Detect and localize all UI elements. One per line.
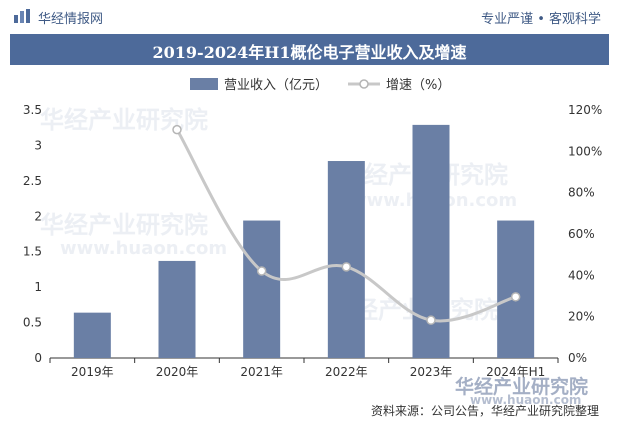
y-left-tick-label: 2 (34, 209, 42, 223)
growth-point (426, 315, 436, 325)
bar (158, 260, 196, 358)
watermark-cn-3: 华经产业研究院 (40, 211, 208, 239)
watermark-url-corner: www.huaon.com (470, 393, 582, 407)
title-bar: 2019-2024年H1概伦电子营业收入及增速 (10, 34, 609, 65)
x-tick-label: 2020年 (156, 365, 199, 379)
bar (497, 220, 535, 358)
slogan: 专业严谨 • 客观科学 (481, 12, 601, 27)
y-right-tick-label: 20% (568, 310, 595, 324)
y-right-tick-label: 120% (568, 103, 602, 117)
source-note: 资料来源：公司公告，华经产业研究院整理 (370, 404, 599, 418)
x-tick-label: 2023年 (410, 365, 453, 379)
site-name: 华经情报网 (38, 12, 104, 27)
y-left-tick-label: 0 (34, 351, 42, 365)
y-left-tick-label: 3 (34, 138, 42, 152)
x-tick-label: 2022年 (325, 365, 368, 379)
y-left-tick-label: 1 (34, 280, 42, 294)
y-left-tick-label: 1.5 (23, 245, 42, 259)
legend-swatch-marker (359, 79, 369, 89)
growth-point (341, 262, 352, 272)
x-tick-label: 2019年 (71, 365, 114, 379)
y-left-tick-label: 0.5 (23, 316, 42, 330)
growth-point (510, 292, 521, 302)
logo-icon (14, 9, 30, 23)
growth-point (172, 124, 182, 135)
y-right-tick-label: 0% (568, 351, 587, 365)
y-left-tick-label: 2.5 (23, 174, 42, 188)
y-left-tick-label: 3.5 (23, 103, 42, 117)
y-right-tick-label: 80% (568, 186, 595, 200)
y-right-tick-label: 100% (568, 144, 602, 158)
x-tick-label: 2021年 (240, 365, 283, 379)
bar (73, 312, 111, 358)
bar (327, 161, 365, 358)
watermark-cn-corner: 华经产业研究院 (455, 376, 589, 398)
growth-point (256, 266, 267, 276)
legend-swatch-bar (190, 78, 218, 90)
bar (243, 220, 281, 358)
watermark-url-2: www.huaon.com (60, 238, 228, 259)
y-right-tick-label: 40% (568, 268, 595, 282)
y-right-tick-label: 60% (568, 227, 595, 241)
chart-area: 0 0.5 1 1.5 2 2.5 3 3.5 0% 20% 40% 60% 80% 100% 120% 20… (10, 65, 609, 400)
chart-title: 2019-2024年H1概伦电子营业收入及增速 (152, 43, 467, 62)
top-banner: 华经情报网 专业严谨 • 客观科学 (0, 0, 619, 34)
chart-svg: 0 0.5 1 1.5 2 2.5 3 3.5 0% 20% 40% 60% 80% 100% 120% 20… (23, 78, 602, 379)
legend-label-growth: 增速（%） (386, 78, 450, 93)
legend-label-revenue: 营业收入（亿元） (224, 78, 328, 93)
x-tick-label: 2024年H1 (486, 365, 545, 379)
